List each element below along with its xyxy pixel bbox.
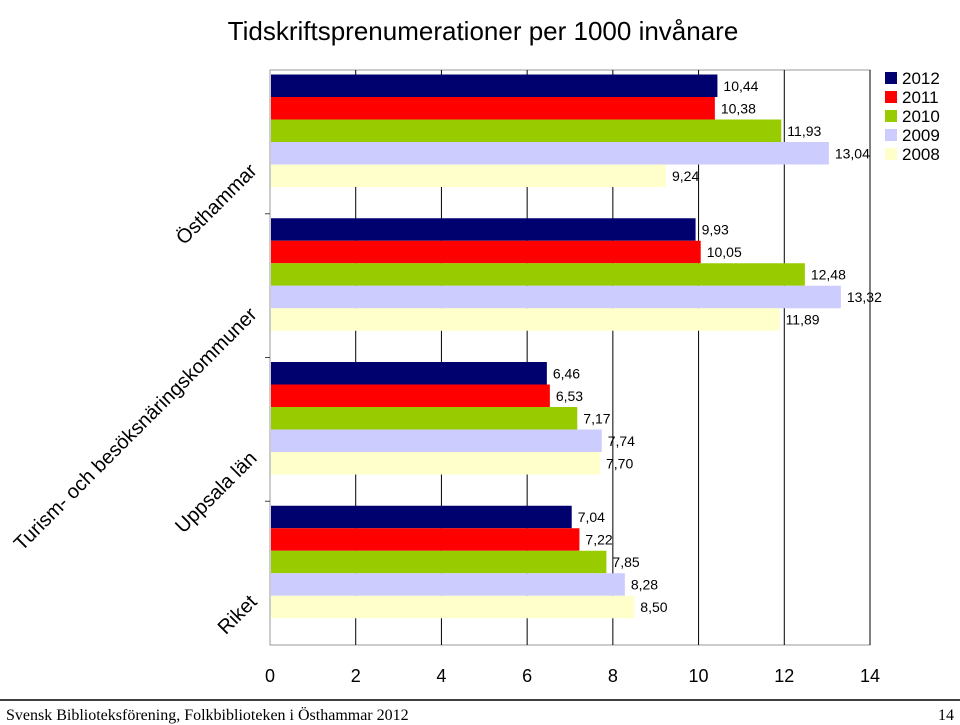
data-labels: 10,44 10,38 11,93 13,04 9,24 9,93 10,05 12,4813… — [553, 78, 882, 615]
x-tick-label-6: 12 — [774, 666, 794, 686]
footer-page-number: 14 — [938, 707, 954, 724]
bar-2011-2 — [271, 384, 550, 407]
category-label-1: Turism- och besöksnäringskommuner — [10, 303, 262, 555]
data-label-2010-0: 11,93 — [787, 123, 821, 139]
bar-2011-0 — [271, 97, 715, 120]
bar-2010-0 — [271, 119, 782, 142]
data-label-2009-3: 8,28 — [631, 577, 658, 593]
chart-title: Tidskriftsprenumerationer per 1000 invån… — [228, 16, 739, 46]
category-labels: Östhammar Turism- och besöksnäringskommun… — [10, 160, 262, 639]
data-label-2011-2: 6,53 — [556, 388, 583, 404]
bar-2008-1 — [271, 308, 780, 331]
bar-2010-3 — [271, 550, 607, 574]
x-tick-label-3: 6 — [522, 666, 532, 686]
data-label-2010-3: 7,85 — [612, 554, 639, 570]
x-tick-label-4: 8 — [608, 666, 618, 686]
x-tick-label-2: 4 — [436, 666, 446, 686]
data-label-2009-1: 13,32 — [847, 289, 882, 305]
bar-2009-1 — [271, 285, 841, 309]
bar-2010-1 — [271, 263, 805, 286]
category-label-2: Uppsala län — [171, 447, 261, 537]
legend-label-2012: 2012 — [902, 69, 940, 88]
legend-label-2008: 2008 — [902, 145, 940, 164]
legend-label-2009: 2009 — [902, 126, 940, 145]
legend-swatch-2009 — [885, 129, 897, 141]
bar-2008-3 — [271, 595, 635, 619]
data-label-2010-1: 12,48 — [811, 267, 846, 283]
bar-2009-3 — [271, 573, 625, 596]
bar-2009-0 — [271, 142, 829, 165]
data-label-2012-1: 9,93 — [702, 222, 729, 238]
data-label-2009-2: 7,74 — [608, 433, 635, 449]
data-label-2011-3: 7,22 — [585, 532, 612, 548]
legend-swatch-2010 — [885, 110, 897, 122]
footer-source: Svensk Biblioteksförening, Folkbibliotek… — [6, 706, 409, 724]
data-label-2008-0: 9,24 — [672, 168, 699, 184]
bar-2011-1 — [271, 240, 701, 264]
legend-swatch-2011 — [885, 91, 897, 103]
x-tick-label-5: 10 — [689, 666, 709, 686]
data-label-2008-3: 8,50 — [640, 599, 667, 615]
bar-2009-2 — [271, 429, 602, 452]
bar-2011-3 — [271, 528, 580, 551]
category-label-0: Östhammar — [172, 160, 262, 250]
bar-2008-0 — [271, 164, 666, 187]
bar-2012-3 — [271, 505, 572, 529]
bar-2012-2 — [271, 362, 547, 385]
data-label-2011-0: 10,38 — [721, 100, 756, 116]
bar-2012-0 — [271, 74, 718, 97]
bars — [271, 74, 841, 619]
data-label-2011-1: 10,05 — [707, 244, 742, 260]
data-label-2012-0: 10,44 — [723, 78, 758, 94]
data-label-2008-1: 11,89 — [786, 312, 820, 328]
bar-2012-1 — [271, 218, 696, 241]
category-label-3: Riket — [214, 591, 262, 639]
data-label-2012-3: 7,04 — [578, 509, 605, 525]
bar-2010-2 — [271, 407, 578, 430]
data-label-2010-2: 7,17 — [583, 410, 610, 426]
data-label-2012-2: 6,46 — [553, 365, 580, 381]
data-label-2009-0: 13,04 — [835, 145, 870, 161]
legend-swatch-2008 — [885, 148, 897, 160]
legend-swatch-2012 — [885, 72, 897, 84]
x-tick-label-0: 0 — [265, 666, 275, 686]
bar-2008-2 — [271, 452, 600, 475]
x-axis-ticks: 0 2 4 6 8 10 12 14 — [265, 666, 880, 686]
x-tick-label-1: 2 — [351, 666, 361, 686]
data-label-2008-2: 7,70 — [606, 455, 633, 471]
legend-label-2010: 2010 — [902, 107, 940, 126]
x-tick-label-7: 14 — [860, 666, 880, 686]
legend-label-2011: 2011 — [902, 88, 939, 107]
